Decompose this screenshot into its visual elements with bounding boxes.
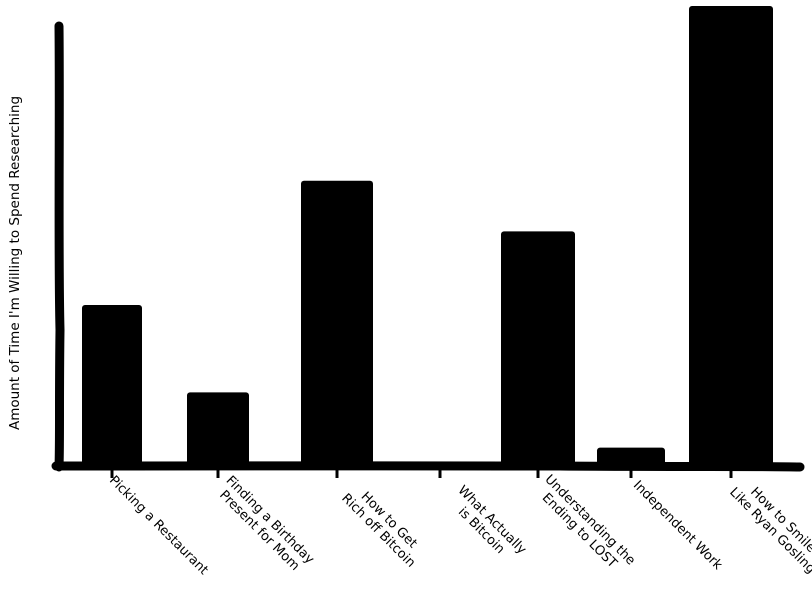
tick-labels-group: Picking a Restaurant Finding a BirthdayPr… — [106, 472, 812, 579]
y-axis-line — [54, 21, 65, 472]
x-tick-label-ending-to-lost: Understanding theEnding to LOST — [531, 472, 638, 579]
bar-smile-like-ryan-gosling — [689, 6, 773, 466]
bar-independent-work — [597, 447, 665, 466]
bars-group — [82, 6, 773, 467]
bar-picking-a-restaurant — [82, 305, 142, 466]
x-tick-label-line: Picking a Restaurant — [106, 473, 211, 578]
x-tick-label-picking-a-restaurant: Picking a Restaurant — [106, 473, 211, 578]
x-tick-label-line: Independent Work — [630, 478, 725, 573]
x-axis-line — [51, 461, 805, 472]
x-tick-label-what-is-bitcoin: What Actuallyis Bitcoin — [444, 483, 529, 568]
bar-rich-off-bitcoin — [301, 180, 373, 467]
axes-group — [51, 21, 805, 472]
x-tick-label-birthday-present: Finding a BirthdayPresent for Mom — [212, 473, 317, 578]
x-tick-label-smile-like-ryan-gosling: How to SmileLike Ryan Gosling — [726, 474, 812, 576]
bar-ending-to-lost — [501, 231, 575, 466]
y-axis-label: Amount of Time I'm Willing to Spend Rese… — [7, 96, 23, 430]
x-tick-label-line: Finding a Birthday — [223, 473, 317, 567]
x-tick-label-independent-work: Independent Work — [630, 478, 725, 573]
ticks-group — [110, 466, 733, 478]
x-tick-label-rich-off-bitcoin: How to GetRich off Bitcoin — [338, 480, 428, 570]
x-tick-label-line: Understanding the — [542, 472, 638, 568]
bar-birthday-present — [187, 392, 249, 466]
